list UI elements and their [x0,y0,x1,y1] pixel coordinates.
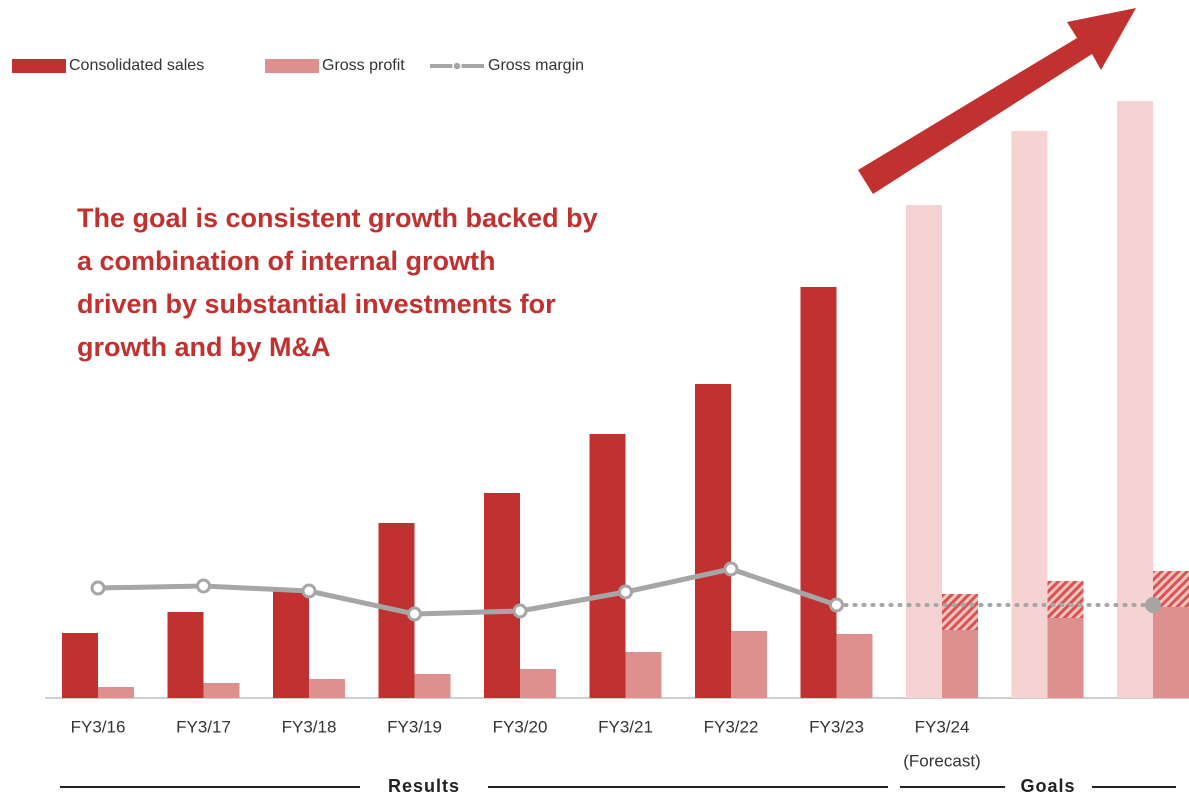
bar [942,630,978,698]
bar [1153,607,1189,698]
bar [484,493,520,698]
growth-arrow [858,8,1136,194]
annotation: a combination of internal growth [77,246,496,276]
bar [906,205,942,698]
x-tick-label: FY3/23 [809,717,864,736]
bar-stretch [1047,581,1084,618]
bar [1117,101,1153,698]
bar [1011,131,1048,698]
bar [800,287,837,698]
bar-stretch [942,594,978,630]
bar [309,679,345,698]
annotation: driven by substantial investments for [77,289,556,319]
legend-swatch [12,59,66,73]
line-point [723,561,739,577]
line-point [512,603,528,619]
x-tick-label: FY3/16 [71,717,126,736]
bar [731,631,767,698]
line-point [196,578,211,594]
legend-label: Consolidated sales [69,57,204,74]
x-tick-label: FY3/22 [704,717,759,736]
line-point [1145,597,1161,613]
bar [414,674,451,698]
x-tick-label: FY3/21 [598,717,653,736]
line-point [90,580,106,596]
group-label: Results [388,776,460,796]
bar [625,652,662,698]
bar [273,591,309,698]
x-tick-label: FY3/19 [387,717,442,736]
x-tick-label: FY3/17 [176,717,231,736]
line-point [407,606,422,622]
line-point [829,597,844,613]
legend-swatch [265,59,319,73]
bar [167,612,204,698]
bar [203,683,240,698]
x-tick-label: FY3/20 [493,717,548,736]
legend-label: Gross margin [488,57,584,74]
bar [836,634,873,698]
group-label: Goals [1020,776,1075,796]
line [97,566,838,617]
bar [1047,618,1084,698]
bar [695,384,731,698]
bar [62,633,98,698]
line-point [618,584,633,600]
legend-label: Gross profit [322,57,405,74]
annotation: growth and by M&A [77,332,330,362]
annotation: The goal is consistent growth backed by [77,203,598,233]
legend-swatch [452,61,462,71]
bar [98,687,134,698]
bar [520,669,556,698]
x-tick-note: (Forecast) [903,751,980,770]
x-tick-label: FY3/24 [915,717,970,736]
bar [589,434,626,698]
line-point [301,583,317,599]
x-tick-label: FY3/18 [282,717,337,736]
